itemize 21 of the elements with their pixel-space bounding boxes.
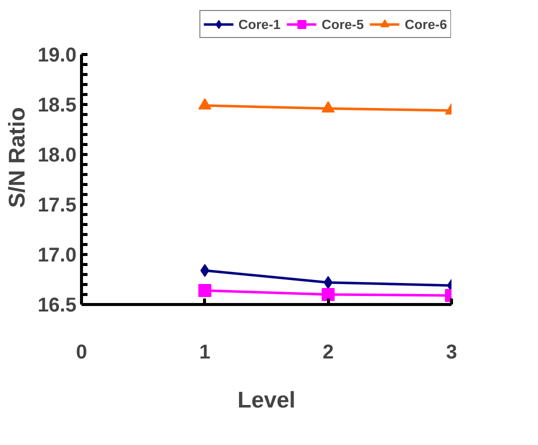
y-axis-title: S/N Ratio <box>4 107 30 208</box>
x-tick-label: 0 <box>76 342 88 364</box>
point <box>200 264 210 277</box>
point <box>198 284 212 297</box>
point <box>198 98 212 110</box>
legend-label: Core-6 <box>404 16 447 32</box>
x-tick-label: 2 <box>322 342 334 364</box>
x-axis-title: Level <box>238 386 296 412</box>
x-tick-label: 1 <box>199 342 210 364</box>
x-tick-label: 3 <box>446 342 458 364</box>
y-tick-label: 18.0 <box>38 144 77 166</box>
point <box>322 101 335 112</box>
point <box>324 276 333 289</box>
point <box>322 288 335 301</box>
y-tick-label: 17.5 <box>38 194 77 216</box>
y-tick-label: 18.5 <box>38 94 77 116</box>
legend-label: Core-1 <box>238 16 281 32</box>
y-tick-label: 17.0 <box>38 244 77 266</box>
y-tick-label: 16.5 <box>38 294 77 316</box>
legend-label: Core-5 <box>322 16 364 32</box>
y-tick-label: 19.0 <box>38 44 77 66</box>
